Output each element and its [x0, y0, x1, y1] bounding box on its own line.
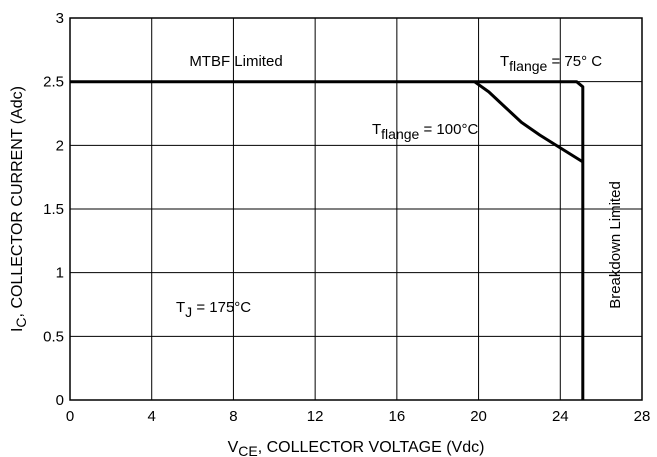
series-line-1 [475, 82, 583, 162]
x-tick-labels: 0 4 8 12 16 20 24 28 [66, 408, 651, 425]
y-tick-labels: 0 0.5 1 1.5 2 2.5 3 [43, 10, 64, 409]
x-tick-label: 8 [229, 408, 237, 425]
mtbf-limited-label: MTBF Limited [189, 53, 282, 70]
series-line-0 [70, 82, 583, 400]
breakdown-limited-label: Breakdown Limited [607, 181, 624, 309]
y-tick-label: 1 [56, 265, 64, 282]
tflange-75-label: Tflange = 75° C [500, 53, 602, 74]
y-tick-label: 3 [56, 10, 64, 27]
x-tick-label: 20 [470, 408, 487, 425]
y-tick-label: 2 [56, 137, 64, 154]
y-axis-label: IC, COLLECTOR CURRENT (Adc) [9, 86, 29, 332]
grid-lines [70, 18, 642, 400]
y-tick-label: 2.5 [43, 74, 64, 91]
x-tick-label: 0 [66, 408, 74, 425]
y-tick-label: 0.5 [43, 328, 64, 345]
y-tick-label: 0 [56, 392, 64, 409]
x-axis-label: VCE, COLLECTOR VOLTAGE (Vdc) [228, 439, 485, 457]
x-tick-label: 12 [307, 408, 324, 425]
series-lines [70, 82, 583, 400]
tj-label: TJ = 175°C [176, 299, 251, 320]
x-tick-label: 28 [634, 408, 651, 425]
x-tick-label: 16 [389, 408, 406, 425]
x-tick-label: 24 [552, 408, 569, 425]
tflange-100-label: Tflange = 100°C [372, 121, 478, 142]
y-tick-label: 1.5 [43, 201, 64, 218]
x-tick-label: 4 [148, 408, 156, 425]
